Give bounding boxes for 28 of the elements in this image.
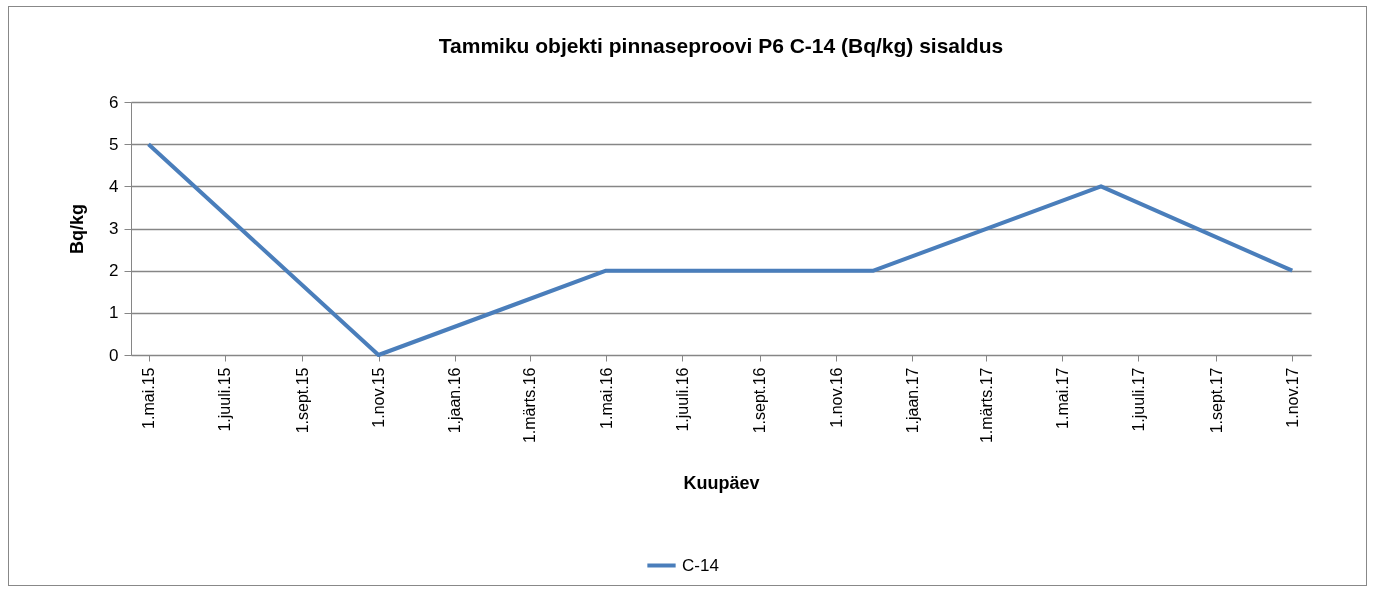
y-tick-label: 0 (109, 345, 119, 365)
x-axis-title: Kuupäev (683, 473, 760, 494)
x-tick-label: 1.märts.17 (977, 367, 995, 444)
x-tick-label: 1.märts.16 (521, 367, 539, 444)
x-tick-label: 1.mai.16 (597, 367, 615, 429)
chart-title: Tammiku objekti pinnaseproovi P6 C-14 (Bq/kg) sisaldus (438, 34, 1004, 57)
y-tick-label: 6 (109, 92, 119, 112)
y-tick-label: 3 (109, 219, 119, 238)
x-tick-label: 1.sept.17 (1207, 367, 1225, 434)
x-tick-label: 1.juuli.15 (216, 367, 234, 432)
x-tick-label: 1.nov.15 (370, 367, 387, 428)
x-tick-label: 1.mai.15 (140, 367, 157, 429)
x-tick-label: 1.sept.15 (293, 367, 311, 434)
x-tick-label: 1.jaan.17 (903, 367, 921, 434)
y-tick-label: 4 (109, 176, 119, 196)
x-tick-label: 1.juuli.16 (673, 367, 691, 432)
x-tick-label: 1.nov.17 (1283, 367, 1301, 428)
x-tick-label: 1.nov.16 (827, 367, 845, 428)
y-axis-title: Bq/kg (67, 203, 88, 255)
legend-label: C-14 (682, 555, 719, 575)
y-tick-label: 5 (109, 134, 119, 154)
line-series (146, 142, 1295, 357)
x-tick-label: 1.mai.17 (1053, 367, 1071, 429)
x-tick-label: 1.jaan.16 (446, 367, 464, 434)
x-tick-label: 1.juuli.17 (1130, 367, 1147, 432)
x-tick-label: 1.sept.16 (751, 367, 769, 434)
y-tick-label: 1 (109, 303, 119, 323)
y-tick-label: 2 (109, 261, 119, 281)
